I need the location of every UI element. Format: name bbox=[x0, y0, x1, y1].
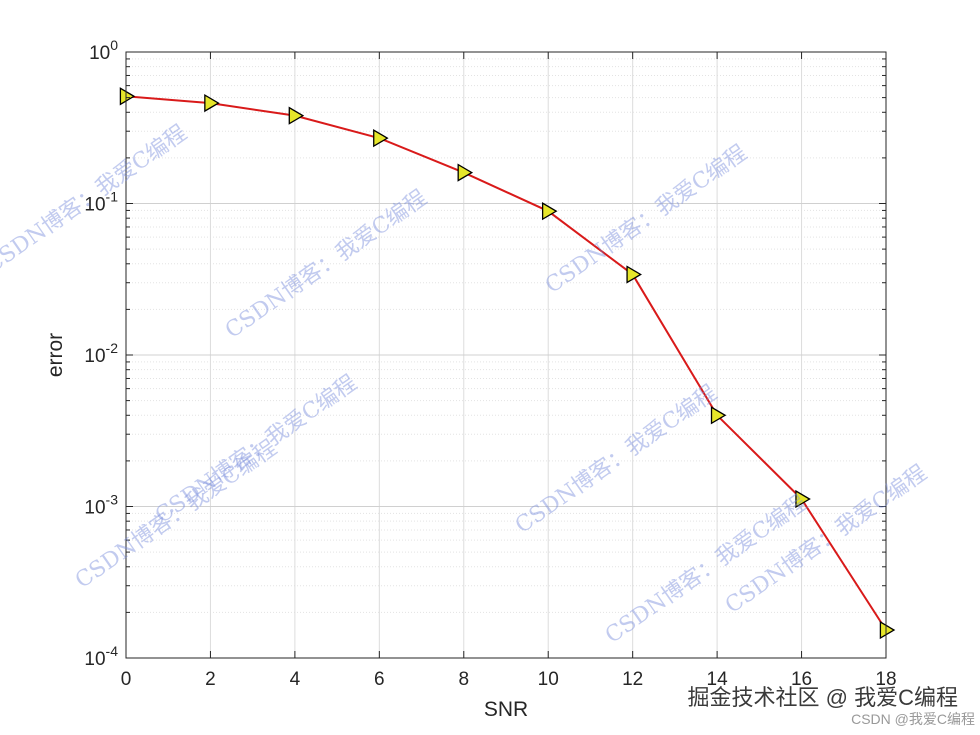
x-axis-label: SNR bbox=[484, 698, 528, 721]
marker bbox=[710, 406, 727, 425]
x-tick-label: 8 bbox=[458, 669, 469, 690]
y-tick-label: 10-3 bbox=[84, 492, 118, 519]
x-tick-label: 2 bbox=[205, 669, 216, 690]
x-tick-label: 18 bbox=[875, 669, 896, 690]
plot bbox=[119, 87, 896, 640]
x-tick-label: 16 bbox=[791, 669, 812, 690]
marker bbox=[879, 620, 896, 640]
marker bbox=[288, 106, 305, 125]
ticks: 0 2 4 6 8 10 12 14 16 18 10-4 10-3 10-2 10-1 100 bbox=[84, 37, 896, 690]
footer-source: CSDN @我爱C编程 bbox=[851, 711, 975, 727]
series-line bbox=[125, 95, 887, 631]
x-tick-label: 0 bbox=[121, 669, 132, 690]
marker bbox=[541, 202, 558, 221]
x-tick-label: 4 bbox=[290, 669, 301, 690]
y-tick-label: 10-4 bbox=[84, 643, 118, 670]
x-tick-label: 12 bbox=[622, 669, 643, 690]
y-tick-label: 10-1 bbox=[84, 189, 118, 216]
x-tick-label: 6 bbox=[374, 669, 385, 690]
x-tick-label: 14 bbox=[707, 669, 729, 690]
marker bbox=[795, 489, 811, 509]
footer-site: 掘金技术社区 @ 我爱C编程 bbox=[688, 685, 958, 710]
marker bbox=[204, 93, 220, 113]
y-tick-label: 100 bbox=[89, 37, 118, 64]
marker bbox=[373, 129, 389, 148]
x-tick-label: 10 bbox=[538, 669, 559, 690]
grid bbox=[125, 51, 887, 659]
marker bbox=[626, 265, 642, 284]
marker bbox=[457, 163, 474, 182]
marker bbox=[119, 87, 136, 106]
y-tick-label: 10-2 bbox=[84, 340, 118, 367]
y-axis-label: error bbox=[44, 333, 67, 377]
